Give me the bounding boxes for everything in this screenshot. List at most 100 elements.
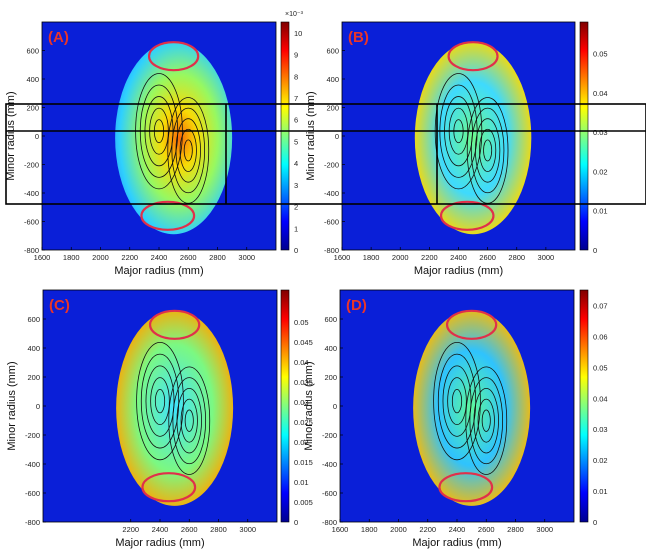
y-tick-label: 200 <box>27 373 40 382</box>
x-tick-label: 2200 <box>421 253 438 262</box>
panel-3: 2200 2400 2600 2800 30006004002000-200-400-6… <box>6 290 313 549</box>
colorbar-tick-label: 0 <box>593 246 597 255</box>
y-tick-label: -600 <box>322 489 337 498</box>
y-tick-label: -800 <box>324 246 339 255</box>
colorbar-tick-label: 0.07 <box>593 301 608 310</box>
colorbar-tick-label: 0.05 <box>294 318 309 327</box>
colorbar-tick-label: 5 <box>294 137 298 146</box>
colorbar <box>580 290 588 522</box>
x-axis-label: Major radius (mm) <box>115 537 204 549</box>
colorbar-tick-label: 0.01 <box>593 487 608 496</box>
colorbar-tick-label: 0.01 <box>294 478 309 487</box>
colorbar-tick-label: 0 <box>294 246 298 255</box>
y-tick-label: 600 <box>324 315 337 324</box>
y-tick-label: -800 <box>24 246 39 255</box>
y-tick-label: -200 <box>24 161 39 170</box>
panel-label: (B) <box>348 29 369 46</box>
x-tick-label: 2800 <box>210 525 227 534</box>
colorbar-tick-label: 3 <box>294 181 298 190</box>
colorbar-tick-label: 7 <box>294 94 298 103</box>
y-tick-label: -800 <box>322 518 337 527</box>
colorbar <box>281 22 289 250</box>
colorbar-tick-label: 0.05 <box>593 363 608 372</box>
colorbar-tick-label: 0.02 <box>593 167 608 176</box>
y-tick-label: -200 <box>25 431 40 440</box>
y-tick-label: 200 <box>326 104 339 113</box>
x-axis-label: Major radius (mm) <box>412 537 501 549</box>
panel-4: 1600 1800 2000 2200 2400 2600 2800 300060040020… <box>303 290 608 549</box>
colorbar-tick-label: 4 <box>294 159 298 168</box>
y-tick-label: 0 <box>333 402 337 411</box>
y-tick-label: -600 <box>24 218 39 227</box>
x-tick-label: 2600 <box>479 253 496 262</box>
x-axis-label: Major radius (mm) <box>114 265 203 277</box>
colorbar-tick-label: 9 <box>294 51 298 60</box>
x-tick-label: 2000 <box>392 253 409 262</box>
x-tick-label: 1800 <box>63 253 80 262</box>
x-tick-label: 3000 <box>538 253 555 262</box>
colorbar-multiplier: ×10⁻³ <box>285 11 304 18</box>
colorbar-tick-label: 8 <box>294 72 298 81</box>
y-tick-label: 600 <box>27 315 40 324</box>
x-tick-label: 2800 <box>507 525 524 534</box>
x-tick-label: 2200 <box>419 525 436 534</box>
x-axis-label: Major radius (mm) <box>414 265 503 277</box>
x-tick-label: 2000 <box>92 253 109 262</box>
panel-label: (C) <box>49 297 70 314</box>
colorbar-tick-label: 0.04 <box>593 89 608 98</box>
colorbar-tick-label: 6 <box>294 116 298 125</box>
y-tick-label: 0 <box>335 132 339 141</box>
colorbar-tick-label: 0.06 <box>593 332 608 341</box>
y-tick-label: 400 <box>27 344 40 353</box>
colorbar <box>281 290 289 522</box>
x-tick-label: 2600 <box>180 253 197 262</box>
y-tick-label: -800 <box>25 518 40 527</box>
panel-2: 1600 1800 2000 2200 2400 2600 2800 300060040020… <box>305 22 608 277</box>
y-tick-label: 0 <box>35 132 39 141</box>
y-tick-label: 600 <box>326 47 339 56</box>
x-tick-label: 2400 <box>450 253 467 262</box>
x-tick-label: 2600 <box>478 525 495 534</box>
panel-1: 1600 1800 2000 2200 2400 2600 2800 300060040020… <box>5 11 304 277</box>
x-tick-label: 3000 <box>536 525 553 534</box>
x-tick-label: 2800 <box>508 253 525 262</box>
y-tick-label: -400 <box>25 460 40 469</box>
panel-label: (D) <box>346 297 367 314</box>
x-tick-label: 3000 <box>239 525 256 534</box>
x-tick-label: 2200 <box>122 525 139 534</box>
y-tick-label: -400 <box>324 189 339 198</box>
colorbar-tick-label: 0.005 <box>294 498 313 507</box>
y-tick-label: 400 <box>324 344 337 353</box>
y-tick-label: 0 <box>36 402 40 411</box>
colorbar <box>580 22 588 250</box>
y-axis-label: Minor radius (mm) <box>303 361 315 450</box>
x-tick-label: 2400 <box>449 525 466 534</box>
y-tick-label: -200 <box>322 431 337 440</box>
colorbar-tick-label: 0.03 <box>593 425 608 434</box>
colorbar-tick-label: 1 <box>294 224 298 233</box>
y-tick-label: 200 <box>26 104 39 113</box>
colorbar-tick-label: 0.04 <box>593 394 608 403</box>
y-tick-label: 200 <box>324 373 337 382</box>
y-tick-label: -600 <box>25 489 40 498</box>
y-tick-label: -400 <box>322 460 337 469</box>
x-tick-label: 2000 <box>390 525 407 534</box>
y-tick-label: 400 <box>26 75 39 84</box>
x-tick-label: 2400 <box>152 525 169 534</box>
x-tick-label: 1800 <box>361 525 378 534</box>
colorbar-tick-label: 10 <box>294 29 302 38</box>
colorbar-tick-label: 0.015 <box>294 458 313 467</box>
colorbar-tick-label: 0.01 <box>593 207 608 216</box>
x-tick-label: 2200 <box>121 253 138 262</box>
colorbar-tick-label: 0.03 <box>593 128 608 137</box>
y-axis-label: Minor radius (mm) <box>6 361 18 450</box>
colorbar-tick-label: 0.02 <box>593 456 608 465</box>
x-tick-label: 2400 <box>151 253 168 262</box>
colorbar-tick-label: 0 <box>294 518 298 527</box>
y-tick-label: -200 <box>324 161 339 170</box>
colorbar-tick-label: 0.045 <box>294 338 313 347</box>
y-tick-label: 400 <box>326 75 339 84</box>
colorbar-tick-label: 0 <box>593 518 597 527</box>
panel-label: (A) <box>48 29 69 46</box>
